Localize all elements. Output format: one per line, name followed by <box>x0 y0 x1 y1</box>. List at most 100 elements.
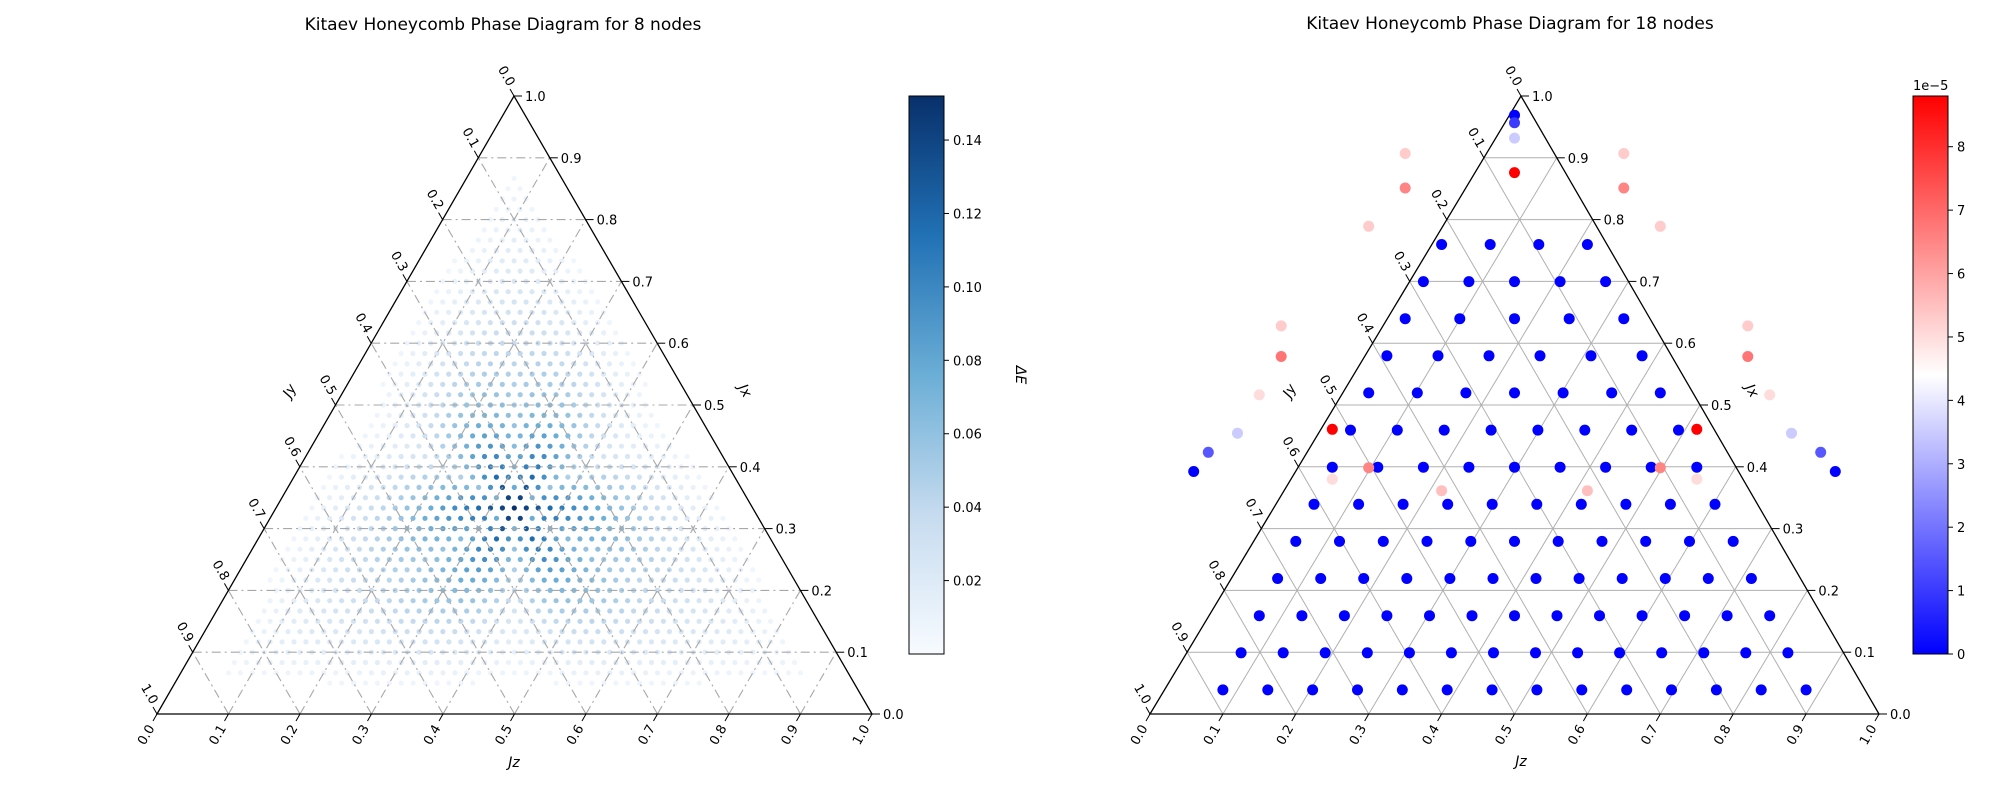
data-point <box>368 546 374 552</box>
data-point <box>386 618 392 624</box>
data-point <box>523 423 529 429</box>
data-point <box>529 618 535 624</box>
data-point <box>493 474 499 480</box>
data-point <box>601 474 607 480</box>
data-point <box>630 464 637 470</box>
data-point <box>410 577 416 583</box>
data-point <box>523 505 529 511</box>
bottom-tick-label: 1.0 <box>1857 723 1880 748</box>
data-point <box>1466 610 1478 622</box>
data-point <box>595 320 601 326</box>
data-point <box>625 577 631 583</box>
data-point <box>285 670 291 676</box>
data-point <box>595 526 601 532</box>
data-point <box>660 639 667 645</box>
data-point <box>571 381 577 387</box>
colorbar-tick-label: 0.04 <box>953 501 982 516</box>
data-point <box>422 536 428 542</box>
data-point <box>1532 424 1544 436</box>
data-point <box>636 453 643 460</box>
data-point <box>469 289 476 295</box>
colorbar-tick-label: 1 <box>1957 585 1965 600</box>
tick-mark <box>473 150 479 159</box>
data-point <box>583 484 589 490</box>
data-point <box>1691 423 1703 435</box>
data-point <box>362 536 368 542</box>
data-point <box>577 598 583 604</box>
data-point <box>309 629 315 635</box>
data-point <box>452 505 458 511</box>
data-point <box>571 340 577 346</box>
right-tick-label: 1.0 <box>1532 90 1553 105</box>
data-point <box>624 495 631 501</box>
right-tick-label: 1.0 <box>525 90 546 105</box>
data-point <box>368 629 374 635</box>
data-point <box>1399 182 1411 194</box>
data-point <box>452 381 458 387</box>
data-point <box>422 598 428 604</box>
tick-mark <box>295 459 301 468</box>
data-point <box>577 680 583 686</box>
data-point <box>559 505 565 511</box>
data-point <box>458 659 464 666</box>
tick-mark <box>1479 150 1485 159</box>
data-point <box>1616 573 1628 584</box>
data-point <box>678 567 684 573</box>
colorbar: 012345678ΔE1e−5 <box>1912 79 1965 663</box>
data-point <box>457 289 464 295</box>
data-point <box>720 515 726 521</box>
data-point <box>475 237 481 243</box>
data-point <box>553 268 559 274</box>
data-point <box>559 402 565 408</box>
data-point <box>684 474 690 480</box>
data-point <box>1484 239 1496 250</box>
colorbar-label: ΔE <box>1012 365 1028 385</box>
data-point <box>595 381 601 387</box>
data-point <box>428 629 434 635</box>
data-point <box>1829 466 1841 477</box>
data-point <box>732 536 738 542</box>
data-point <box>618 381 625 387</box>
data-point <box>487 423 493 429</box>
data-point <box>410 515 416 521</box>
data-point <box>601 680 607 686</box>
data-point <box>517 495 523 501</box>
data-point <box>469 350 476 357</box>
data-point <box>583 629 589 635</box>
data-point <box>1710 684 1722 696</box>
data-point <box>738 546 744 552</box>
data-point <box>351 639 357 645</box>
data-point <box>648 412 654 418</box>
data-point <box>1454 313 1466 325</box>
bottom-tick-label: 0.7 <box>1638 723 1661 748</box>
data-point <box>565 412 571 418</box>
data-point <box>529 268 535 274</box>
data-point <box>601 392 607 398</box>
data-point <box>493 350 499 357</box>
data-point <box>607 505 613 511</box>
data-point <box>529 577 535 583</box>
data-point <box>547 320 553 326</box>
left-tick-label: 0.9 <box>1167 620 1190 645</box>
data-point <box>487 443 493 449</box>
left-tick-label: 1.0 <box>137 682 160 707</box>
data-point <box>577 556 583 563</box>
data-point <box>1417 461 1429 473</box>
data-point <box>529 350 535 357</box>
data-point <box>505 433 511 439</box>
data-point <box>535 361 541 367</box>
data-point <box>618 423 625 429</box>
data-point <box>1509 610 1520 622</box>
data-point <box>1396 684 1408 696</box>
data-point <box>642 505 649 511</box>
data-point <box>690 670 696 676</box>
data-point <box>416 484 422 490</box>
data-point <box>541 556 547 563</box>
bottom-tick-label: 0.6 <box>564 723 587 748</box>
data-point <box>1275 320 1287 332</box>
data-point <box>1551 610 1563 622</box>
data-point <box>702 567 708 573</box>
data-point <box>1664 498 1676 510</box>
data-point <box>428 299 434 305</box>
data-point <box>297 629 303 635</box>
